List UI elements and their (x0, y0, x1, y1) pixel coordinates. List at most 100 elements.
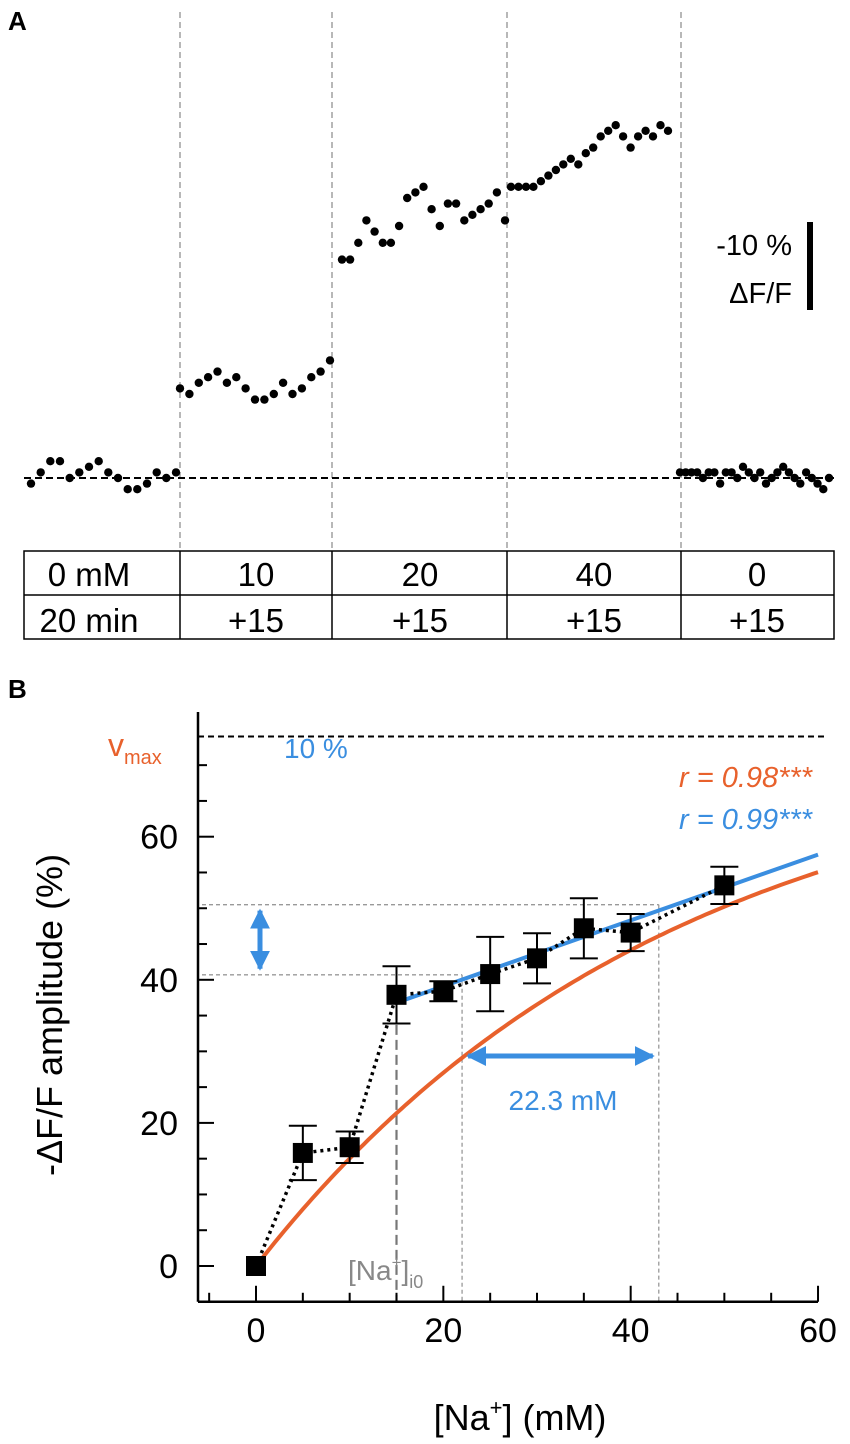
panel-b-fits (254, 852, 819, 1268)
trace-dot (790, 473, 799, 483)
trace-dot (514, 182, 523, 191)
trace-dot (337, 255, 347, 264)
trace-dot (698, 473, 708, 483)
trace-dot (46, 457, 55, 466)
trace-dot (715, 479, 725, 488)
panel-b-letter: B (8, 674, 27, 704)
x-tick-label: 40 (612, 1312, 650, 1350)
trace-dot (162, 473, 171, 483)
table-cell-time-2: +15 (392, 602, 448, 639)
trace-dot (611, 121, 620, 130)
trace-dot (529, 182, 538, 191)
panel-a-letter: A (8, 6, 27, 36)
trace-dot (443, 199, 453, 208)
trace-dot (468, 210, 477, 219)
scale-bar-value: -10 % (716, 230, 792, 262)
trace-dot (681, 468, 690, 477)
trace-dot (26, 479, 36, 488)
condition-table: 0 mM 10 20 40 0 20 min +15 +15 +15 +15 (23, 550, 835, 640)
trace-dot (476, 205, 485, 214)
trace-dot (648, 132, 658, 141)
trace-dot (152, 468, 161, 477)
trace-dot (65, 473, 74, 483)
trace-dot (761, 479, 771, 488)
trace-dot (84, 462, 94, 471)
trace-dot (796, 479, 805, 488)
trace-dot (492, 188, 502, 197)
trace-dot (316, 367, 325, 376)
trace-dot (427, 205, 436, 214)
trace-dot (710, 468, 719, 477)
trace-dot (451, 199, 461, 208)
trace-dot (727, 468, 736, 477)
trace-dot (521, 182, 531, 191)
trace-dot (325, 356, 335, 365)
y-tick-label: 60 (140, 819, 178, 857)
trace-dot (222, 378, 232, 387)
trace-dot (288, 389, 297, 399)
trace-dot (779, 462, 788, 471)
table-cell-conc-0: 0 mM (48, 556, 131, 593)
trace-dot (633, 132, 643, 141)
trace-dot (589, 143, 598, 152)
x-axis-label: [Na+] (mM) (434, 1395, 607, 1438)
scale-bar: -10 % ΔF/F (716, 222, 813, 310)
trace-dot (767, 473, 776, 483)
amplitude-annotation: 10 % (250, 733, 348, 971)
trace-dot (656, 121, 665, 130)
data-point (527, 948, 548, 969)
trace-dot (386, 238, 396, 247)
y-tick-label: 20 (140, 1105, 178, 1143)
trace-dot (185, 389, 194, 399)
trace-dot (506, 182, 516, 191)
y-tick-label: 40 (140, 962, 178, 1000)
data-point (246, 1256, 266, 1276)
trace-dot (171, 468, 181, 477)
trace-dot (813, 479, 822, 488)
data-point (714, 875, 735, 896)
data-connecting-line (254, 883, 726, 1267)
trace-dot (142, 479, 152, 488)
trace-dot (203, 373, 213, 382)
table-cell-conc-40: 40 (576, 556, 613, 593)
trace-dot (307, 373, 316, 382)
trace-dot (551, 165, 561, 175)
table-cell-time-3: +15 (566, 602, 622, 639)
panel-a-trace (26, 121, 834, 494)
y-axis-label: -ΔF/F amplitude (%) (29, 854, 70, 1176)
trace-dot (536, 177, 546, 186)
table-cell-conc-0-wash: 0 (748, 556, 766, 593)
concentration-annotation: 22.3 mM (466, 1046, 655, 1116)
trace-dot (362, 216, 371, 225)
trace-dot (544, 171, 553, 180)
vmax-label: vmax (108, 727, 162, 769)
panel-b-reference-lines (198, 735, 826, 1302)
trace-dot (260, 395, 269, 404)
trace-dot (663, 126, 673, 135)
trace-dot (370, 227, 379, 236)
data-point (573, 918, 594, 939)
data-point (480, 964, 501, 985)
panel-a-boundary-lines (179, 12, 682, 551)
trace-dot (411, 188, 420, 197)
table-cell-time-0: 20 min (39, 602, 138, 639)
scale-bar-unit: ΔF/F (729, 278, 792, 310)
trace-dot (801, 468, 811, 477)
trace-dot (559, 160, 568, 169)
trace-dot (604, 126, 613, 135)
trace-dot (123, 485, 132, 494)
trace-dot (194, 378, 203, 387)
trace-dot (807, 473, 816, 483)
trace-dot (819, 485, 828, 494)
trace-dot (104, 468, 113, 477)
trace-dot (113, 473, 123, 483)
trace-dot (626, 143, 635, 152)
trace-dot (345, 255, 355, 264)
data-point (620, 922, 641, 943)
trace-dot (824, 473, 834, 483)
table-cell-time-4: +15 (729, 602, 785, 639)
data-point (292, 1142, 313, 1163)
trace-dot (460, 216, 469, 225)
y-tick-label: 0 (159, 1248, 178, 1286)
trace-dot (756, 468, 765, 477)
